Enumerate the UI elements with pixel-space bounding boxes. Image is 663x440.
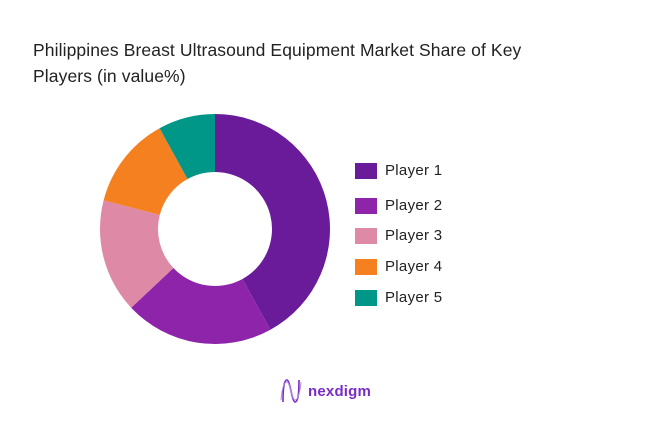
- donut-slice-player-1: [215, 114, 330, 330]
- nexdigm-logo-icon: [280, 379, 302, 403]
- chart-title-line-1: Philippines Breast Ultrasound Equipment …: [33, 40, 522, 60]
- brand-name: nexdigm: [308, 382, 372, 400]
- legend-item-player-1: Player 1: [355, 162, 442, 179]
- donut-slice-player-4: [103, 128, 188, 215]
- legend-swatch: [355, 227, 377, 244]
- legend-swatch: [355, 258, 377, 275]
- legend-label: Player 4: [385, 258, 443, 275]
- donut-slices: [100, 114, 330, 344]
- chart-title-line-2: Players (in value%): [33, 66, 186, 86]
- brand-logo: nexdigm: [280, 378, 371, 404]
- legend-item-player-5: Player 5: [355, 289, 442, 306]
- legend-swatch: [355, 162, 377, 179]
- legend-label: Player 1: [385, 162, 443, 179]
- legend-label: Player 3: [385, 227, 443, 244]
- donut-slice-player-5: [159, 114, 215, 180]
- donut-slice-player-3: [100, 200, 174, 308]
- legend-label: Player 2: [385, 197, 443, 214]
- legend-item-player-4: Player 4: [355, 258, 442, 275]
- legend-item-player-2: Player 2: [355, 197, 442, 214]
- donut-slice-player-2: [131, 268, 271, 344]
- legend-swatch: [355, 289, 377, 306]
- chart-title: Philippines Breast Ultrasound Equipment …: [33, 37, 653, 89]
- legend-label: Player 5: [385, 289, 443, 306]
- legend-swatch: [355, 197, 377, 214]
- legend-item-player-3: Player 3: [355, 227, 442, 244]
